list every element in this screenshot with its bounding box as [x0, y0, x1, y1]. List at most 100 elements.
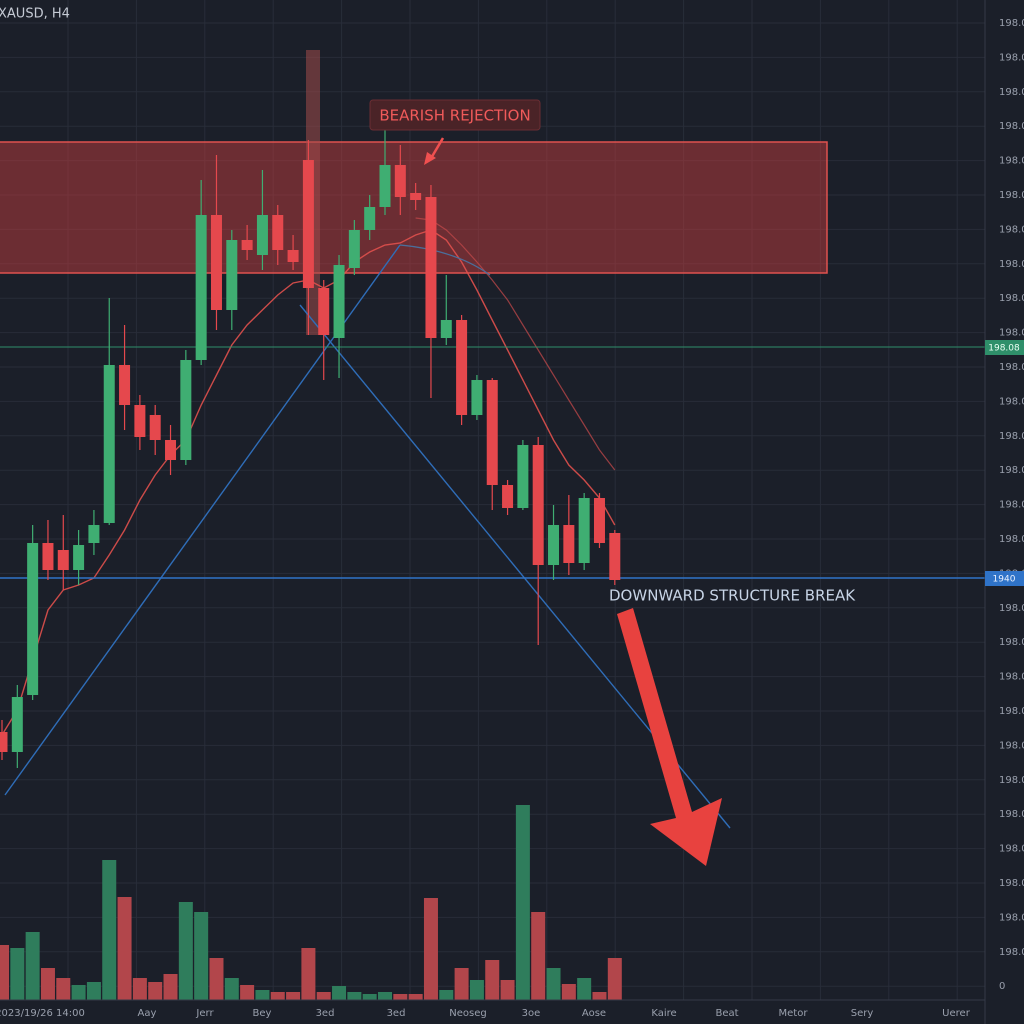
y-tick-label: 198.00	[999, 121, 1024, 132]
x-tick-label: 3oe	[522, 1008, 541, 1019]
candle-body	[440, 320, 452, 338]
y-tick-label: 198.00	[999, 156, 1024, 167]
candle-body	[73, 545, 85, 570]
x-tick-label: Metor	[779, 1008, 809, 1019]
y-tick-label: 198.00	[999, 362, 1024, 373]
candles	[0, 130, 621, 768]
volume-bar	[71, 985, 86, 1000]
candle-body	[180, 360, 192, 460]
candle-body	[379, 165, 391, 207]
candle-body	[563, 525, 575, 563]
resistance-zone	[0, 141, 828, 274]
candle-body	[502, 485, 514, 508]
y-tick-label: 198.00	[999, 500, 1024, 511]
candle-body	[241, 240, 253, 250]
volume	[0, 805, 622, 1000]
y-tick-label: 198.00	[999, 740, 1024, 751]
y-tick-label: 198.00	[999, 224, 1024, 235]
volume-bar	[393, 994, 408, 1000]
y-tick-label: 198.00	[999, 18, 1024, 29]
volume-bar	[362, 994, 377, 1000]
trendline	[399, 244, 491, 276]
volume-bar	[117, 897, 132, 1000]
candle-body	[486, 380, 498, 485]
x-tick-label: Jerr	[195, 1008, 214, 1019]
y-tick-label: 198.00	[999, 809, 1024, 820]
candle-body	[57, 550, 69, 570]
candle-body	[11, 697, 23, 752]
volume-bar	[240, 985, 255, 1000]
y-tick-label: 0	[999, 981, 1005, 992]
candle-body	[119, 365, 131, 405]
x-tick-label: Bey	[253, 1008, 272, 1019]
volume-bar	[531, 912, 546, 1000]
volume-bar	[408, 994, 423, 1000]
candle-body	[578, 498, 590, 563]
y-tick-label: 198.00	[999, 465, 1024, 476]
chart-title: XAUSD, H4	[0, 7, 70, 22]
level-badge-label: 1940	[993, 575, 1016, 585]
candle-body	[165, 440, 177, 460]
volume-bar	[577, 978, 592, 1000]
x-tick-label: 3ed	[387, 1008, 406, 1019]
y-tick-label: 198.00	[999, 947, 1024, 958]
volume-bar	[332, 986, 347, 1000]
x-tick-label: Neoseg	[449, 1008, 486, 1019]
volume-bar	[194, 912, 209, 1000]
y-tick-label: 198.00	[999, 775, 1024, 786]
candle-body	[333, 265, 345, 338]
volume-bar	[439, 990, 454, 1000]
volume-bar	[316, 992, 331, 1000]
y-tick-label: 198.00	[999, 706, 1024, 717]
y-tick-label: 198.00	[999, 259, 1024, 270]
candle-body	[103, 365, 115, 523]
volume-bar	[423, 898, 438, 1000]
volume-bar	[286, 992, 301, 1000]
y-tick-label: 198.00	[999, 912, 1024, 923]
volume-bar	[148, 982, 163, 1000]
candle-body	[256, 215, 268, 255]
x-tick-label: 2023/19/26 14:00	[0, 1008, 85, 1019]
y-tick-label: 198.00	[999, 672, 1024, 683]
volume-bar	[102, 860, 117, 1000]
candle-body	[348, 230, 360, 268]
volume-bar	[454, 968, 469, 1000]
volume-bar	[209, 958, 224, 1000]
y-tick-label: 198.00	[999, 190, 1024, 201]
volume-bar	[347, 992, 362, 1000]
candle-body	[287, 250, 299, 262]
y-tick-label: 198.00	[999, 844, 1024, 855]
volume-bar	[270, 992, 285, 1000]
candle-body	[134, 405, 146, 437]
candle-body	[195, 215, 207, 360]
candle-body	[517, 445, 529, 508]
candle-body	[42, 543, 54, 570]
y-tick-label: 198.00	[999, 878, 1024, 889]
x-tick-label: Sery	[851, 1008, 874, 1019]
annotation: BEARISH REJECTION	[379, 107, 530, 125]
volume-bar	[485, 960, 500, 1000]
volume-bar	[163, 974, 178, 1000]
annotation-arrow-head	[424, 152, 436, 165]
x-tick-label: Kaire	[651, 1008, 676, 1019]
break-arrow	[617, 608, 722, 866]
y-tick-label: 198.00	[999, 52, 1024, 63]
y-tick-label: 198.00	[999, 637, 1024, 648]
y-tick-label: 198.00	[999, 534, 1024, 545]
candle-body	[318, 288, 330, 335]
candle-body	[88, 525, 100, 543]
annotation: DOWNWARD STRUCTURE BREAK	[609, 587, 856, 605]
candle-body	[394, 165, 406, 197]
candle-body	[532, 445, 544, 565]
candle-body	[302, 160, 314, 288]
candle-body	[593, 498, 605, 543]
volume-bar	[515, 805, 530, 1000]
candle-body	[456, 320, 468, 415]
zone-layer	[0, 141, 828, 274]
volume-bar	[178, 902, 193, 1000]
candle-body	[226, 240, 238, 310]
volume-bar	[0, 945, 9, 1000]
volume-bar	[224, 978, 239, 1000]
x-tick-label: Uerer	[942, 1008, 971, 1019]
